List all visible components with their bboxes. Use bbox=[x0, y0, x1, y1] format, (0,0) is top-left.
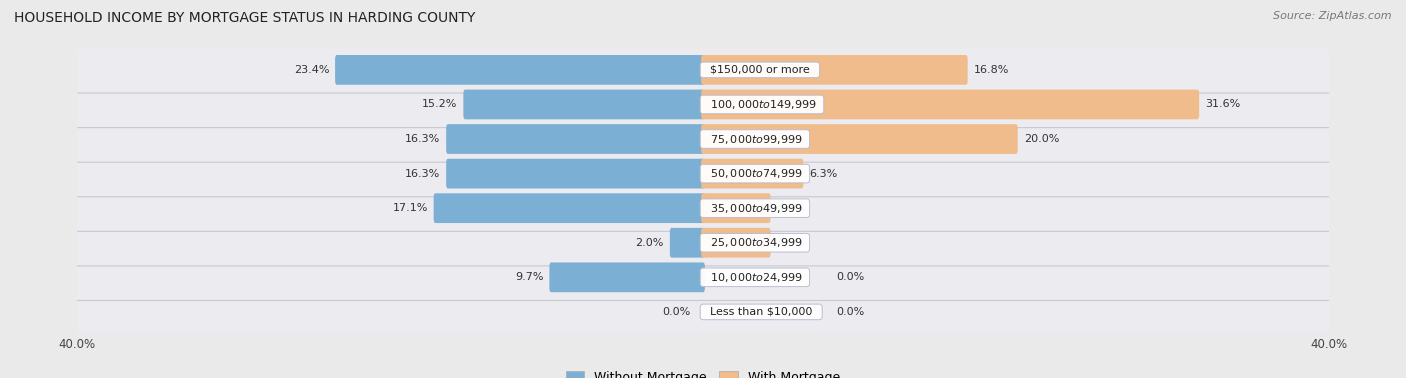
Text: $100,000 to $149,999: $100,000 to $149,999 bbox=[703, 98, 821, 111]
Text: Source: ZipAtlas.com: Source: ZipAtlas.com bbox=[1274, 11, 1392, 21]
FancyBboxPatch shape bbox=[446, 159, 704, 189]
Text: 9.7%: 9.7% bbox=[515, 272, 544, 282]
Text: 0.0%: 0.0% bbox=[837, 307, 865, 317]
Text: 16.3%: 16.3% bbox=[405, 169, 440, 178]
Text: 31.6%: 31.6% bbox=[1205, 99, 1240, 110]
FancyBboxPatch shape bbox=[433, 193, 704, 223]
Text: 4.2%: 4.2% bbox=[776, 203, 806, 213]
FancyBboxPatch shape bbox=[464, 90, 704, 119]
FancyBboxPatch shape bbox=[69, 150, 1337, 197]
Text: $150,000 or more: $150,000 or more bbox=[703, 65, 817, 75]
Text: 4.2%: 4.2% bbox=[776, 238, 806, 248]
Text: $10,000 to $24,999: $10,000 to $24,999 bbox=[703, 271, 807, 284]
FancyBboxPatch shape bbox=[69, 81, 1337, 128]
FancyBboxPatch shape bbox=[446, 124, 704, 154]
FancyBboxPatch shape bbox=[702, 124, 1018, 154]
Text: 16.3%: 16.3% bbox=[405, 134, 440, 144]
Text: 16.8%: 16.8% bbox=[973, 65, 1010, 75]
FancyBboxPatch shape bbox=[69, 116, 1337, 162]
FancyBboxPatch shape bbox=[702, 90, 1199, 119]
FancyBboxPatch shape bbox=[69, 254, 1337, 301]
Legend: Without Mortgage, With Mortgage: Without Mortgage, With Mortgage bbox=[561, 366, 845, 378]
Text: 0.0%: 0.0% bbox=[837, 272, 865, 282]
FancyBboxPatch shape bbox=[702, 228, 770, 258]
Text: 2.0%: 2.0% bbox=[636, 238, 664, 248]
Text: $75,000 to $99,999: $75,000 to $99,999 bbox=[703, 133, 807, 146]
FancyBboxPatch shape bbox=[702, 55, 967, 85]
Text: $50,000 to $74,999: $50,000 to $74,999 bbox=[703, 167, 807, 180]
Text: 15.2%: 15.2% bbox=[422, 99, 457, 110]
Text: $35,000 to $49,999: $35,000 to $49,999 bbox=[703, 202, 807, 215]
FancyBboxPatch shape bbox=[69, 289, 1337, 335]
Text: HOUSEHOLD INCOME BY MORTGAGE STATUS IN HARDING COUNTY: HOUSEHOLD INCOME BY MORTGAGE STATUS IN H… bbox=[14, 11, 475, 25]
FancyBboxPatch shape bbox=[69, 47, 1337, 93]
Text: Less than $10,000: Less than $10,000 bbox=[703, 307, 820, 317]
FancyBboxPatch shape bbox=[69, 220, 1337, 266]
FancyBboxPatch shape bbox=[669, 228, 704, 258]
FancyBboxPatch shape bbox=[702, 159, 803, 189]
Text: 6.3%: 6.3% bbox=[810, 169, 838, 178]
FancyBboxPatch shape bbox=[550, 262, 704, 292]
Text: 0.0%: 0.0% bbox=[662, 307, 690, 317]
Text: $25,000 to $34,999: $25,000 to $34,999 bbox=[703, 236, 807, 249]
FancyBboxPatch shape bbox=[702, 193, 770, 223]
Text: 23.4%: 23.4% bbox=[294, 65, 329, 75]
Text: 20.0%: 20.0% bbox=[1024, 134, 1059, 144]
FancyBboxPatch shape bbox=[69, 185, 1337, 231]
Text: 17.1%: 17.1% bbox=[392, 203, 427, 213]
FancyBboxPatch shape bbox=[335, 55, 704, 85]
